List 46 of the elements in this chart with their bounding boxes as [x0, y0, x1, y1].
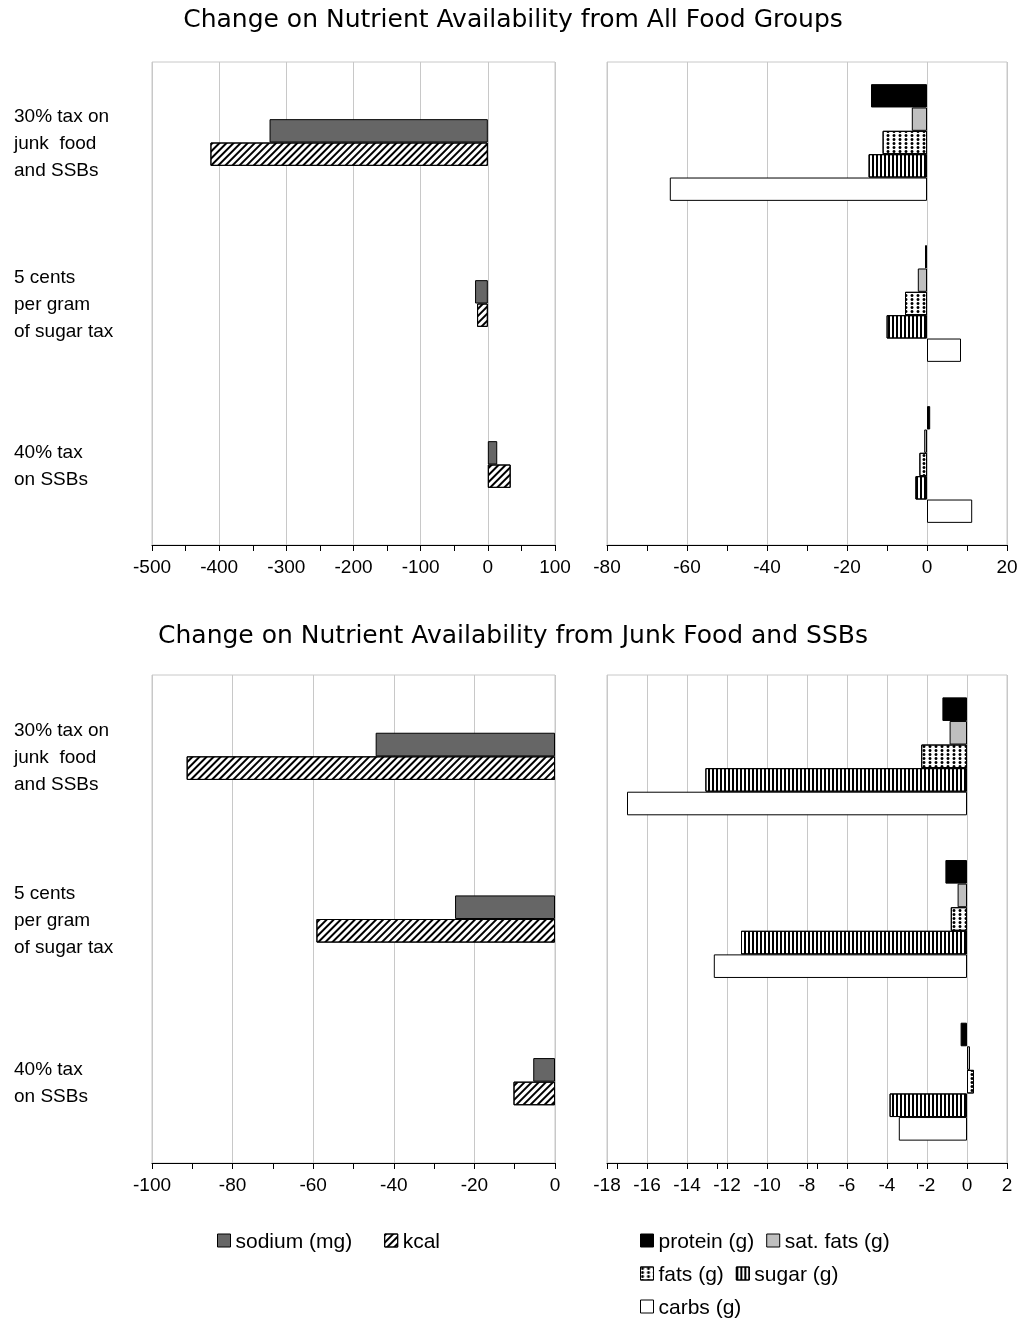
x-tick-label: 0	[961, 1174, 973, 1195]
legend-label: sat. fats (g)	[784, 1229, 890, 1252]
x-tick-label: -40	[380, 1174, 408, 1195]
x-tick-label: -20	[460, 1174, 489, 1195]
y-tick-label: 5 cents per gram of sugar tax	[14, 881, 114, 957]
legend-label: protein (g)	[658, 1229, 755, 1252]
legend-label: sugar (g)	[754, 1262, 839, 1285]
x-tick-label: -4	[878, 1174, 896, 1195]
x-tick-label: -100	[401, 556, 440, 577]
x-tick-label: 2	[1001, 1174, 1013, 1195]
x-tick-label: 0	[482, 556, 494, 577]
x-tick-label: 100	[539, 556, 571, 577]
x-tick-label: -6	[838, 1174, 856, 1195]
x-tick-label: -18	[593, 1174, 621, 1195]
chart-title: Change on Nutrient Availability from All Food Groups	[182, 4, 844, 33]
x-tick-label: -100	[132, 1174, 172, 1195]
x-tick-label: 20	[996, 556, 1018, 577]
x-tick-label: -40	[753, 556, 781, 577]
x-tick-label: -400	[200, 556, 239, 577]
x-tick-label: -80	[593, 556, 621, 577]
legend-label: fats (g)	[658, 1262, 724, 1285]
legend-label: kcal	[402, 1229, 441, 1252]
x-tick-label: -8	[798, 1174, 816, 1195]
legend-label: carbs (g)	[658, 1295, 742, 1318]
x-tick-label: -20	[833, 556, 861, 577]
legend-label: sodium (mg)	[235, 1229, 353, 1252]
x-tick-label: -500	[132, 556, 172, 577]
x-tick-label: -60	[299, 1174, 327, 1195]
x-tick-label: -300	[267, 556, 306, 577]
x-tick-label: 0	[549, 1174, 561, 1195]
x-tick-label: -60	[673, 556, 701, 577]
y-tick-label: 40% tax on SSBs	[14, 1057, 88, 1106]
x-tick-label: 0	[921, 556, 933, 577]
y-tick-label: 40% tax on SSBs	[14, 440, 88, 489]
x-tick-label: -16	[633, 1174, 661, 1195]
bar	[960, 1022, 967, 1047]
y-tick-label: 30% tax on junk food and SSBs	[13, 718, 110, 794]
x-tick-label: -12	[713, 1174, 741, 1195]
x-tick-label: -10	[753, 1174, 781, 1195]
y-tick-label: 5 cents per gram of sugar tax	[14, 266, 114, 341]
chart-title: Change on Nutrient Availability from Junk Food and SSBs	[157, 620, 869, 649]
x-tick-label: -80	[218, 1174, 247, 1195]
y-tick-label: 30% tax on junk food and SSBs	[13, 105, 110, 180]
x-tick-label: -2	[918, 1174, 936, 1195]
x-tick-label: -200	[334, 556, 373, 577]
x-tick-label: -14	[673, 1174, 702, 1195]
